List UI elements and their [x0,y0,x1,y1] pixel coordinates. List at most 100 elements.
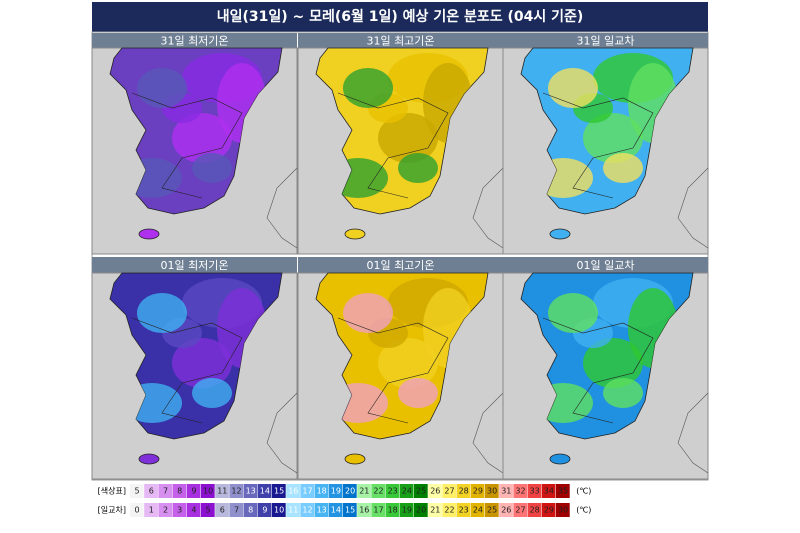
legend-swatch [201,503,215,517]
legend-swatch [399,503,414,517]
japan-coast [266,392,298,474]
legend-swatch [158,484,173,498]
temp-area [343,293,393,333]
legend-label: 16 [359,506,369,515]
temp-area [583,113,643,163]
legend-swatch [172,503,187,517]
legend-label: 11 [288,506,298,515]
legend-label: 35 [558,487,568,496]
legend-swatch [144,484,158,498]
temp-area [137,293,187,333]
legend-label: 20 [416,506,426,515]
legend-swatch [541,503,556,517]
legend-label: 10 [203,487,213,496]
legend-label: 7 [234,506,239,515]
panel-header [92,33,297,48]
legend-label: 18 [388,506,398,515]
japan-coast [266,167,298,249]
legend-label: 17 [373,506,383,515]
legend-label: 6 [149,487,154,496]
legend-label: 8 [248,506,253,515]
legend-label: 3 [177,506,182,515]
legend-label: 19 [331,487,341,496]
temp-area [378,338,438,388]
legend-label: 16 [288,487,298,496]
legend-label: 34 [544,487,554,496]
legend-swatch [272,503,286,517]
title-bar [92,2,708,32]
panel-label: 31일 최저기온 [160,34,228,48]
jeju [549,228,571,240]
legend-label: 23 [388,487,398,496]
legend-swatch [428,484,442,498]
legend-swatch [485,484,499,498]
legend-swatch [414,484,428,498]
legend-swatch [215,503,229,517]
legend-label: 26 [501,506,511,515]
legend-swatch [456,503,471,517]
map [502,47,709,255]
legend-swatch [186,503,201,517]
legend-swatch [343,503,357,517]
border [337,317,449,424]
legend-swatch [314,503,329,517]
legend-swatch [499,503,513,517]
legend-label: 14 [260,487,270,496]
legend-label: 10 [274,506,284,515]
legend-label: 23 [459,506,469,515]
blobs [533,53,678,198]
legend-name: [색상표] [98,486,126,496]
legend-label: 19 [402,506,412,515]
panel-header [92,257,297,273]
legend-swatch [442,484,457,498]
legend-swatch [541,484,556,498]
temp-area [192,153,232,183]
legend-swatch [130,503,144,517]
title: 내일(31일) ~ 모레(6월 1일) 예상 기온 분포도 (04시 기준) [217,8,584,25]
border [542,317,654,424]
legend-label: 12 [231,487,241,496]
legend-swatch [215,484,229,498]
legend-label: 24 [402,487,412,496]
temp-area [398,153,438,183]
jeju [344,453,366,465]
temp-area [378,113,438,163]
legend-swatch [144,503,158,517]
legend-label: 13 [246,487,256,496]
legend-swatch [257,503,272,517]
legend-label: 22 [444,506,454,515]
legend-swatch [158,503,173,517]
legend-swatch [300,484,315,498]
panel-header [298,257,503,273]
temp-area [603,153,643,183]
legend-swatch [300,503,315,517]
legend-label: 28 [459,487,469,496]
legend-label: 21 [430,506,440,515]
panel-header [298,33,503,48]
legend-label: 13 [317,506,327,515]
panel-header [503,257,708,273]
temp-area [603,378,643,408]
legend-label: 29 [473,487,483,496]
panel-label: 31일 최고기온 [366,34,434,48]
legend-unit: (℃) [576,506,591,515]
legend-swatch [357,484,371,498]
blobs [533,278,678,423]
legend-label: 25 [416,487,426,496]
map [297,47,504,255]
temp-area [172,338,232,388]
legend-label: 32 [515,487,525,496]
temp-area [137,68,187,108]
japan-coast [472,167,504,249]
legend-label: 31 [501,487,511,496]
legend-swatch [286,503,300,517]
legend-label: 5 [135,487,140,496]
legend-swatch [201,484,215,498]
legend-label: 8 [177,487,182,496]
legend-swatch [399,484,414,498]
legend-label: 26 [430,487,440,496]
legend-swatch [371,484,386,498]
legend-swatch [513,484,528,498]
legend-swatch [556,484,570,498]
